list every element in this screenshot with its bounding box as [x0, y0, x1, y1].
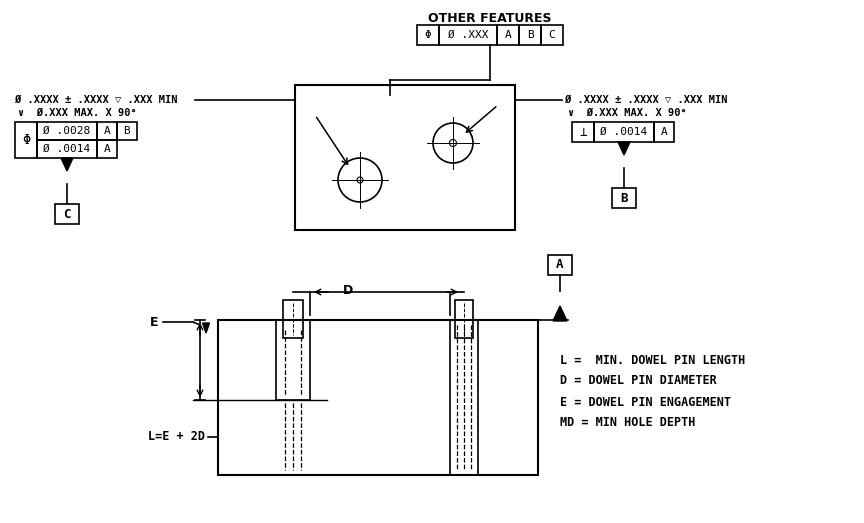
- Text: A: A: [556, 258, 563, 271]
- Bar: [37, 122, 97, 140]
- Bar: [541, 25, 563, 45]
- Bar: [97, 140, 117, 158]
- Text: Ø .XXXX ± .XXXX ▽ .XXX MIN: Ø .XXXX ± .XXXX ▽ .XXX MIN: [15, 95, 177, 105]
- Text: L =  MIN. DOWEL PIN LENGTH: L = MIN. DOWEL PIN LENGTH: [560, 354, 746, 367]
- Bar: [283, 300, 303, 338]
- Text: Φ: Φ: [424, 30, 431, 40]
- Bar: [612, 188, 636, 208]
- Bar: [37, 140, 97, 158]
- Bar: [654, 122, 674, 142]
- Bar: [218, 320, 538, 475]
- Text: A: A: [505, 30, 511, 40]
- Bar: [497, 25, 519, 45]
- Bar: [439, 25, 497, 45]
- Bar: [519, 25, 541, 45]
- Text: B: B: [620, 191, 628, 204]
- Text: ⊥: ⊥: [579, 126, 587, 139]
- Text: C: C: [549, 30, 556, 40]
- Polygon shape: [202, 323, 209, 333]
- Text: B: B: [527, 30, 533, 40]
- Text: Ø .0014: Ø .0014: [600, 127, 648, 137]
- Text: Ø .0028: Ø .0028: [43, 126, 91, 136]
- Text: A: A: [104, 144, 111, 154]
- Bar: [594, 122, 654, 142]
- Bar: [295, 85, 515, 230]
- Text: ∨  Ø.XXX MAX. X 90°: ∨ Ø.XXX MAX. X 90°: [18, 108, 137, 118]
- Text: E: E: [150, 315, 158, 328]
- Polygon shape: [61, 158, 73, 171]
- Text: A: A: [104, 126, 111, 136]
- Bar: [15, 122, 37, 158]
- Text: L=E + 2D: L=E + 2D: [148, 430, 205, 444]
- Text: A: A: [661, 127, 667, 137]
- Text: D: D: [343, 283, 353, 297]
- Bar: [55, 204, 79, 224]
- Bar: [97, 122, 117, 140]
- Text: E = DOWEL PIN ENGAGEMENT: E = DOWEL PIN ENGAGEMENT: [560, 395, 731, 408]
- Text: OTHER FEATURES: OTHER FEATURES: [429, 12, 552, 25]
- Text: B: B: [124, 126, 130, 136]
- Text: Ø .XXXX ± .XXXX ▽ .XXX MIN: Ø .XXXX ± .XXXX ▽ .XXX MIN: [565, 95, 727, 105]
- Text: Ø .XXX: Ø .XXX: [448, 30, 488, 40]
- Bar: [417, 25, 439, 45]
- Bar: [548, 255, 572, 275]
- Text: Φ: Φ: [22, 133, 30, 147]
- Polygon shape: [553, 306, 567, 321]
- Polygon shape: [618, 142, 630, 155]
- Bar: [117, 122, 137, 140]
- Text: MD = MIN HOLE DEPTH: MD = MIN HOLE DEPTH: [560, 416, 696, 429]
- Bar: [572, 122, 594, 142]
- Text: Ø .0014: Ø .0014: [43, 144, 91, 154]
- Bar: [455, 300, 473, 338]
- Text: D = DOWEL PIN DIAMETER: D = DOWEL PIN DIAMETER: [560, 374, 717, 388]
- Text: ∨  Ø.XXX MAX. X 90°: ∨ Ø.XXX MAX. X 90°: [568, 108, 687, 118]
- Text: C: C: [63, 208, 71, 221]
